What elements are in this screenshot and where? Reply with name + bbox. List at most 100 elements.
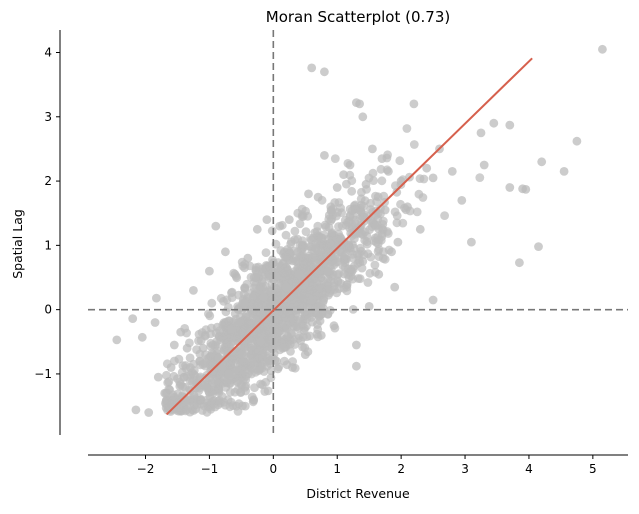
- scatter-point: [334, 269, 344, 278]
- scatter-point: [339, 170, 348, 180]
- scatter-point: [302, 253, 312, 263]
- scatter-point: [327, 228, 337, 238]
- scatter-point: [384, 167, 393, 176]
- scatter-point: [264, 261, 274, 271]
- scatter-point: [273, 364, 283, 374]
- scatter-point: [267, 226, 277, 236]
- scatter-point: [383, 229, 393, 238]
- scatter-point: [259, 292, 269, 302]
- scatter-point: [221, 333, 231, 342]
- scatter-point: [195, 356, 205, 366]
- scatter-point: [294, 269, 304, 279]
- scatter-point: [234, 290, 244, 300]
- scatter-point: [363, 212, 373, 222]
- scatter-point: [131, 405, 141, 415]
- scatter-point: [559, 167, 569, 176]
- scatter-point: [236, 364, 246, 374]
- scatter-point: [356, 194, 366, 204]
- scatter-point: [299, 261, 308, 271]
- scatter-point: [214, 395, 224, 405]
- scatter-point: [317, 309, 327, 319]
- scatter-point: [315, 283, 325, 293]
- scatter-point: [395, 156, 405, 166]
- scatter-point: [377, 176, 387, 186]
- scatter-point: [247, 345, 257, 355]
- scatter-point: [214, 331, 224, 341]
- scatter-point: [534, 242, 543, 252]
- scatter-point: [288, 363, 297, 372]
- scatter-point: [364, 302, 374, 311]
- scatter-point: [297, 284, 307, 293]
- scatter-point: [247, 392, 257, 402]
- scatter-point: [358, 257, 368, 266]
- scatter-point: [313, 192, 323, 202]
- scatter-point: [371, 221, 380, 231]
- scatter-point: [200, 330, 210, 340]
- scatter-point: [256, 379, 265, 389]
- scatter-point: [189, 286, 198, 295]
- scatter-point: [343, 217, 352, 227]
- scatter-point: [329, 278, 339, 288]
- scatter-point: [144, 408, 154, 417]
- y-tick-label: 0: [44, 303, 52, 317]
- scatter-point: [194, 336, 203, 346]
- scatter-point: [168, 396, 178, 405]
- x-tick-label: 5: [589, 462, 597, 476]
- scatter-point: [326, 252, 336, 261]
- scatter-point: [162, 400, 171, 409]
- scatter-point: [307, 295, 317, 305]
- scatter-point: [252, 224, 262, 234]
- x-tick-label: 2: [397, 462, 405, 476]
- scatter-point: [428, 173, 438, 183]
- scatter-point: [206, 342, 216, 351]
- scatter-point: [422, 163, 432, 173]
- scatter-point: [207, 398, 216, 408]
- scatter-point: [295, 219, 305, 229]
- scatter-point: [336, 247, 345, 257]
- scatter-point: [169, 340, 179, 350]
- scatter-point: [598, 44, 607, 54]
- scatter-point: [262, 215, 272, 225]
- scatter-point: [290, 226, 300, 236]
- scatter-point: [428, 295, 438, 305]
- scatter-point: [290, 340, 300, 349]
- scatter-point: [179, 395, 189, 405]
- reference-lines: [88, 30, 628, 435]
- scatter-point: [150, 318, 160, 327]
- scatter-point: [153, 372, 163, 382]
- scatter-point: [185, 363, 195, 372]
- scatter-point: [307, 313, 316, 322]
- scatter-point: [412, 207, 422, 217]
- scatter-point: [237, 350, 246, 359]
- scatter-point: [185, 385, 195, 395]
- scatter-point: [402, 124, 412, 133]
- scatter-point: [380, 205, 390, 215]
- scatter-point: [281, 230, 291, 240]
- scatter-point: [352, 98, 361, 107]
- scatter-point: [192, 379, 202, 388]
- x-tick-label: 3: [461, 462, 469, 476]
- scatter-point: [278, 343, 288, 353]
- scatter-point: [240, 283, 249, 293]
- scatter-point: [287, 328, 296, 338]
- x-tick-label: −1: [201, 462, 219, 476]
- scatter-point: [258, 349, 268, 359]
- scatter-point: [347, 186, 357, 196]
- scatter-point: [257, 363, 267, 373]
- scatter-point: [316, 331, 326, 340]
- scatter-point: [250, 356, 260, 366]
- scatter-point: [379, 191, 389, 201]
- scatter-point: [377, 154, 387, 164]
- scatter-point: [201, 382, 211, 392]
- scatter-point: [368, 144, 377, 154]
- scatter-point: [287, 295, 297, 304]
- scatter-point: [211, 221, 221, 231]
- scatter-point: [246, 304, 256, 314]
- scatter-point: [202, 407, 212, 417]
- scatter-point: [240, 298, 250, 308]
- scatter-point: [378, 254, 388, 263]
- scatter-point: [345, 160, 355, 170]
- y-tick-label: 2: [44, 174, 52, 188]
- scatter-point: [264, 269, 274, 279]
- scatter-point: [265, 311, 275, 321]
